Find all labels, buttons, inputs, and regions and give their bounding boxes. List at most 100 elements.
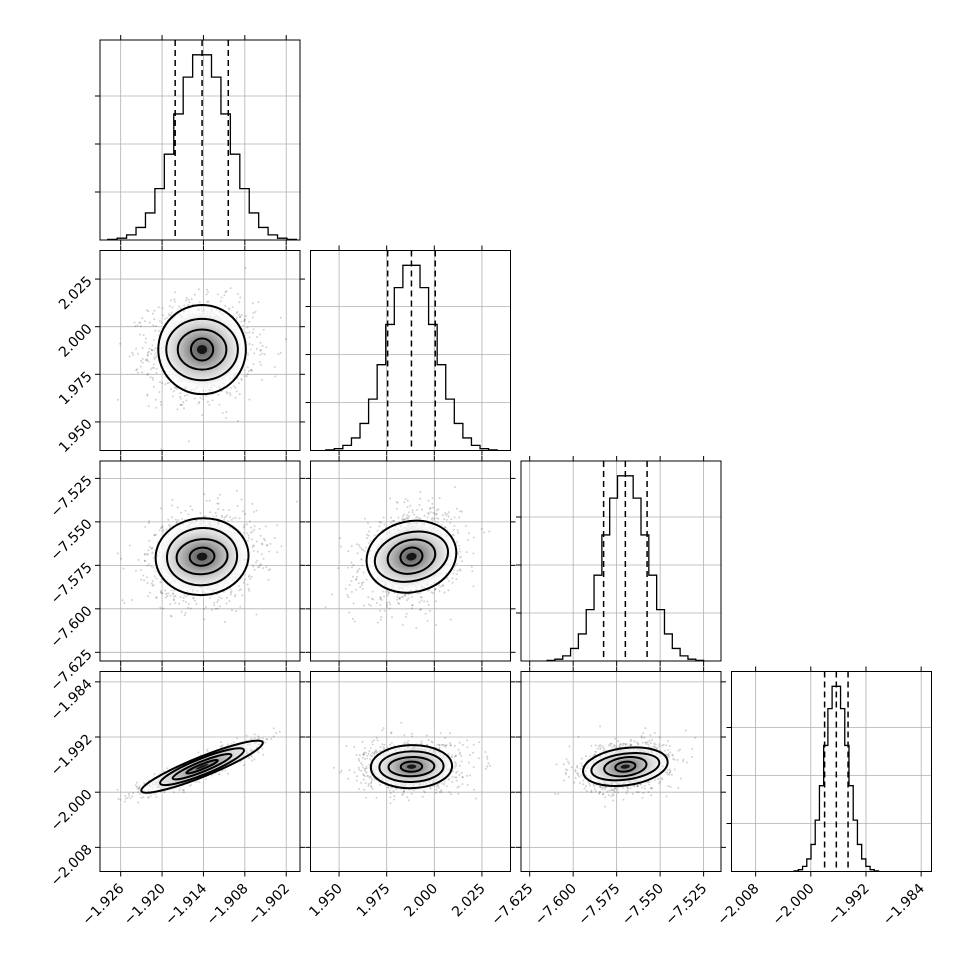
scatter-point <box>135 369 138 372</box>
scatter-point <box>213 601 216 604</box>
scatter-point <box>243 375 246 377</box>
scatter-point <box>151 312 154 315</box>
scatter-point <box>198 301 201 304</box>
scatter-point <box>451 577 454 580</box>
scatter-point <box>199 512 202 515</box>
scatter-point <box>358 567 361 570</box>
scatter-point <box>203 515 206 518</box>
scatter-point <box>165 592 168 595</box>
scatter-point <box>446 513 449 516</box>
scatter-point <box>162 607 164 610</box>
scatter-point <box>152 583 155 586</box>
scatter-point <box>262 537 265 540</box>
scatter-point <box>424 612 427 615</box>
scatter-point <box>154 357 157 360</box>
scatter-point <box>169 603 172 606</box>
scatter-point <box>416 592 419 595</box>
scatter-point <box>383 523 386 526</box>
scatter-point <box>187 602 190 605</box>
scatter-point <box>151 546 154 549</box>
scatter-point <box>168 314 171 317</box>
scatter-point <box>183 407 185 410</box>
scatter-point <box>139 792 142 795</box>
scatter-point <box>420 608 422 611</box>
scatter-point <box>250 754 253 757</box>
scatter-point <box>364 546 367 549</box>
scatter-point <box>376 529 379 532</box>
scatter-point <box>119 342 122 345</box>
scatter-point <box>244 315 247 318</box>
scatter-point <box>150 582 153 585</box>
scatter-point <box>178 789 181 791</box>
scatter-point <box>153 534 156 536</box>
scatter-point <box>198 401 201 404</box>
scatter-point <box>153 358 156 361</box>
scatter-point <box>238 313 241 316</box>
scatter-point <box>194 599 196 602</box>
scatter-point <box>170 299 172 302</box>
scatter-point <box>440 524 443 526</box>
scatter-point <box>387 592 390 594</box>
scatter-point <box>435 513 438 516</box>
scatter-point <box>352 602 355 605</box>
scatter-point <box>432 592 435 595</box>
scatter-point <box>143 579 146 582</box>
scatter-point <box>403 593 406 596</box>
scatter-point <box>437 517 440 520</box>
scatter-point <box>432 511 435 514</box>
scatter-point <box>167 381 170 384</box>
scatter-point <box>403 518 406 520</box>
density-level-4 <box>196 552 208 561</box>
scatter-point <box>483 531 485 534</box>
scatter-point <box>280 545 283 548</box>
scatter-point <box>159 591 162 594</box>
scatter-point <box>140 569 142 572</box>
scatter-point <box>203 493 206 496</box>
scatter-point <box>251 755 253 758</box>
scatter-point <box>246 366 249 369</box>
density-level-4 <box>406 552 417 561</box>
scatter-point <box>228 509 230 512</box>
scatter-point <box>148 520 151 522</box>
scatter-point <box>183 304 186 307</box>
scatter-point <box>199 397 202 399</box>
scatter-point <box>411 509 414 512</box>
scatter-point <box>350 580 353 583</box>
density <box>324 486 491 629</box>
scatter-point <box>243 524 246 527</box>
scatter-point <box>265 544 268 547</box>
scatter-point <box>387 590 390 593</box>
scatter-point <box>183 594 186 597</box>
scatter-point <box>456 529 459 532</box>
scatter-point <box>236 293 239 295</box>
scatter-point <box>258 564 261 567</box>
scatter-point <box>152 363 155 366</box>
scatter-point <box>262 753 265 756</box>
scatter-point <box>161 382 164 385</box>
scatter-point <box>228 600 231 603</box>
scatter-point <box>233 595 236 598</box>
scatter-point <box>264 525 267 528</box>
scatter-point <box>242 526 245 529</box>
scatter-point <box>142 334 145 337</box>
contour-1 <box>373 530 450 583</box>
scatter-point <box>229 287 232 290</box>
scatter-point <box>359 546 362 549</box>
scatter-point <box>160 448 163 451</box>
scatter-point <box>449 521 452 524</box>
scatter-point <box>234 516 237 519</box>
scatter-point <box>185 399 188 402</box>
scatter-point <box>257 738 260 740</box>
scatter-point <box>255 613 258 616</box>
scatter-point <box>227 520 230 523</box>
scatter-point <box>240 498 243 501</box>
scatter-point <box>128 544 131 547</box>
scatter-point <box>427 511 430 514</box>
scatter-point <box>276 551 279 554</box>
scatter-point <box>181 403 184 406</box>
scatter-point <box>235 316 238 319</box>
scatter-point <box>219 745 222 748</box>
scatter-point <box>147 595 150 598</box>
scatter-point <box>360 558 363 561</box>
scatter-point <box>226 392 229 395</box>
